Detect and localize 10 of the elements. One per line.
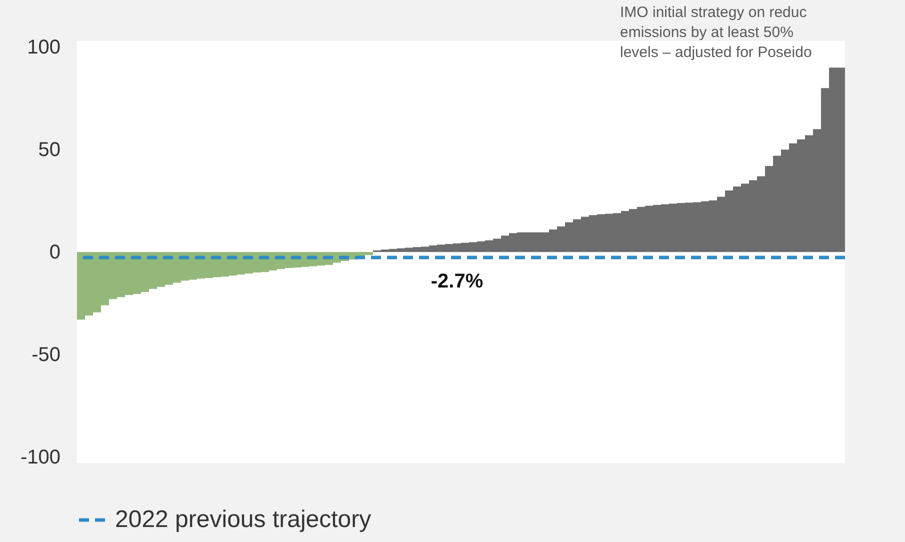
annotation: levels – adjusted for Poseido [620, 43, 812, 63]
text: IMO initial strategy on reduc [620, 3, 808, 23]
y-tick-label: 100 [27, 36, 60, 59]
annotation: -2.7% [430, 270, 484, 293]
annotation: emissions by at least 50% [620, 23, 794, 43]
y-tick-label: 50 [38, 139, 60, 162]
y-tick-label: -50 [32, 344, 60, 366]
legend-label: 2022 previous trajectory [115, 506, 372, 533]
y-tick-label: 0 [49, 242, 60, 264]
y-tick-label: -100 [20, 446, 60, 468]
